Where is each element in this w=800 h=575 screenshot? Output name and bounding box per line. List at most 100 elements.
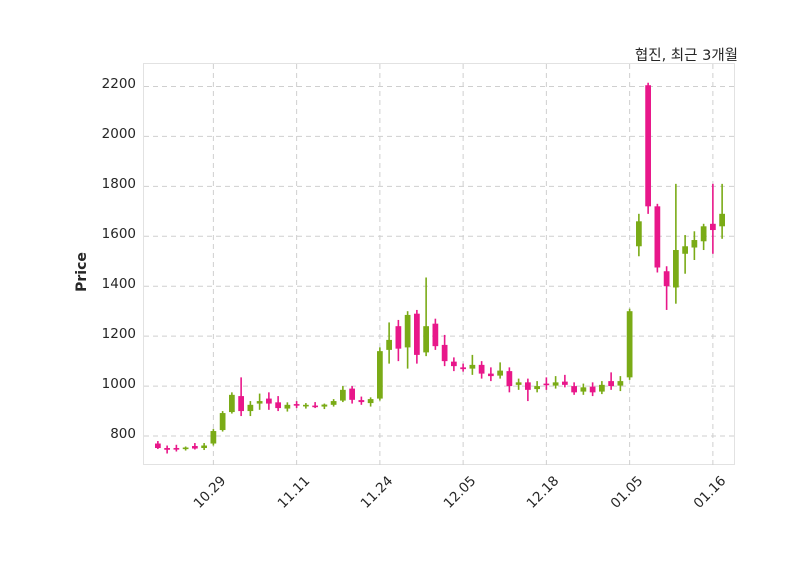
candle-body <box>284 404 291 409</box>
candle-body <box>571 386 577 393</box>
candlestick <box>210 429 217 446</box>
candle-body <box>155 443 161 449</box>
y-axis-tick-labels: 800 1000 1200 1400 1600 1800 2000 2200 <box>80 0 136 575</box>
candle-body <box>617 381 624 386</box>
chart-title: 협진, 최근 3개월 <box>634 48 738 64</box>
candle-body <box>682 246 688 254</box>
candle-body <box>414 313 420 355</box>
candlestick <box>506 367 513 393</box>
candle-body <box>303 404 309 407</box>
candle-body <box>330 401 337 405</box>
candlestick <box>275 396 281 412</box>
y-tick-label: 2000 <box>101 126 136 143</box>
candlestick <box>534 381 540 393</box>
candlestick <box>284 402 291 412</box>
candlestick <box>340 386 346 403</box>
candle-body <box>173 448 180 450</box>
candle-body <box>719 213 725 227</box>
candle-body <box>293 404 300 406</box>
candlestick <box>441 334 448 367</box>
candlestick <box>515 378 522 390</box>
candlestick <box>155 441 161 450</box>
candle-body <box>488 373 494 377</box>
candle-body <box>608 381 614 387</box>
candlestick <box>293 401 300 409</box>
candlestick <box>645 82 651 214</box>
candle-body <box>460 367 466 370</box>
candlestick <box>589 382 596 397</box>
x-tick-label: 12.18 <box>524 473 563 512</box>
candle-body <box>478 364 485 374</box>
candlestick <box>192 443 198 450</box>
y-tick-label: 1400 <box>101 276 136 293</box>
candlestick <box>238 377 244 417</box>
candle-body <box>710 223 716 231</box>
candle-body <box>636 221 642 247</box>
candlestick <box>414 309 420 364</box>
candle-body <box>515 382 522 385</box>
candlestick <box>469 354 476 375</box>
candle-body <box>552 382 559 386</box>
candle-body <box>238 396 244 412</box>
y-tick-label: 2200 <box>101 76 136 93</box>
candle-body <box>349 388 355 400</box>
candle-body <box>377 351 383 399</box>
candlestick-series <box>144 64 736 466</box>
candlestick <box>303 403 309 409</box>
x-tick-label: 10.29 <box>191 473 230 512</box>
candle-body <box>395 326 402 349</box>
x-tick-label: 12.05 <box>440 473 480 512</box>
candlestick <box>562 374 568 388</box>
candlestick <box>488 367 494 382</box>
candle-body <box>219 413 226 431</box>
candlestick <box>451 357 457 372</box>
candlestick <box>182 446 189 451</box>
candlestick <box>571 382 577 395</box>
y-tick-label: 1600 <box>101 226 136 243</box>
candle-body <box>432 323 439 347</box>
candlestick <box>423 277 429 357</box>
candle-body <box>534 386 540 390</box>
y-tick-label: 1800 <box>101 176 136 193</box>
candle-body <box>367 399 374 404</box>
candlestick <box>691 231 698 261</box>
candlestick <box>636 213 642 257</box>
candlestick <box>404 311 411 369</box>
candle-body <box>580 387 587 392</box>
candlestick <box>626 308 633 380</box>
candlestick <box>552 376 559 389</box>
candle-body <box>654 206 661 268</box>
candle-body <box>275 402 281 409</box>
x-tick-label: 11.11 <box>274 473 313 512</box>
candlestick <box>673 183 679 304</box>
x-tick-label: 01.16 <box>690 473 730 512</box>
candle-body <box>700 226 707 242</box>
candle-body <box>201 445 207 449</box>
candlestick <box>580 383 587 395</box>
candle-body <box>673 250 679 288</box>
candle-body <box>164 448 170 450</box>
x-tick-label: 01.05 <box>607 473 646 512</box>
candlestick <box>266 392 272 410</box>
candle-body <box>562 381 568 385</box>
candle-body <box>192 446 198 449</box>
candle-body <box>182 447 189 450</box>
candle-body <box>210 431 217 444</box>
candle-body <box>423 326 429 353</box>
x-tick-label: 11.24 <box>357 473 397 512</box>
candle-body <box>645 85 651 207</box>
candlestick <box>654 203 661 273</box>
candle-body <box>599 384 605 392</box>
candlestick <box>377 347 383 401</box>
candlestick <box>349 386 355 404</box>
candlestick <box>386 322 392 364</box>
candlestick <box>608 372 614 390</box>
candle-body <box>404 314 411 348</box>
y-tick-label: 1200 <box>101 326 136 343</box>
candlestick <box>173 444 180 452</box>
candle-body <box>312 405 318 408</box>
candle-body <box>358 400 365 403</box>
candle-body <box>663 271 670 287</box>
candlestick <box>358 396 365 405</box>
